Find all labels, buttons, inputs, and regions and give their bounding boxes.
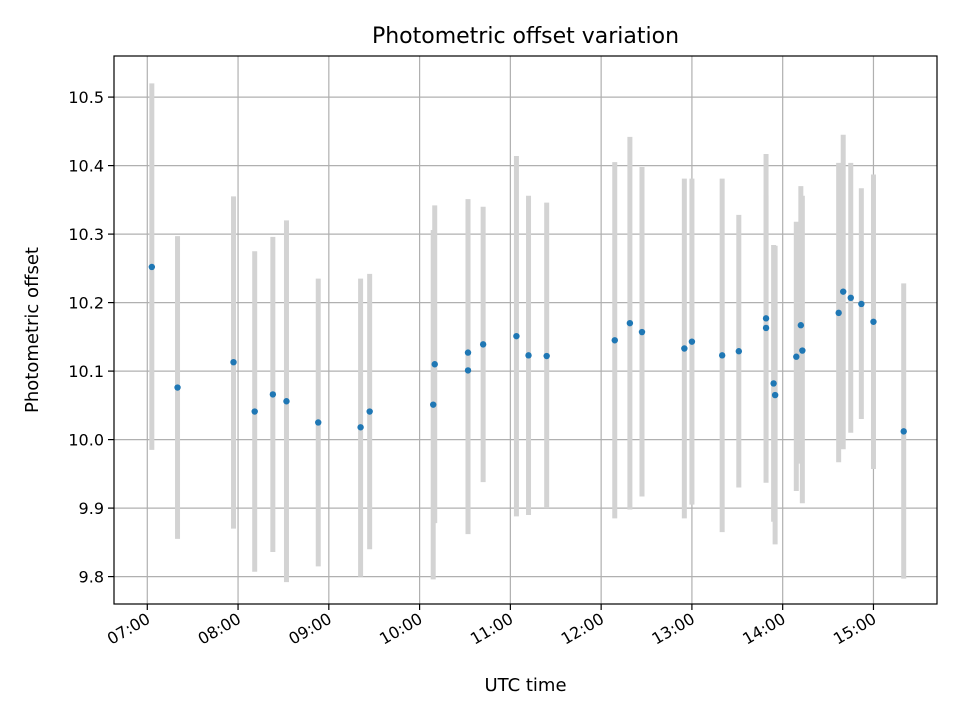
y-tick-label: 10.3 (68, 225, 104, 244)
data-point (430, 401, 437, 408)
data-point (847, 294, 854, 302)
data-point (464, 349, 472, 356)
y-tick-label: 10.4 (68, 157, 104, 176)
y-tick-label: 10.2 (68, 294, 104, 313)
data-point (771, 391, 779, 399)
y-axis-label: Photometric offset (22, 247, 43, 413)
data-point (174, 384, 181, 391)
data-point (762, 324, 770, 332)
data-point (431, 361, 438, 368)
data-point (793, 353, 800, 360)
data-point (283, 398, 290, 405)
data-points (148, 263, 907, 435)
y-tick-label: 10.5 (68, 88, 104, 107)
data-point (735, 348, 743, 355)
data-point (366, 408, 373, 415)
data-point (626, 319, 634, 327)
data-point (543, 352, 550, 360)
data-point (718, 352, 726, 359)
data-point (525, 352, 532, 359)
data-point (797, 322, 805, 329)
data-point (835, 309, 842, 317)
y-tick-label: 9.9 (79, 499, 104, 518)
data-point (315, 419, 322, 426)
data-point (269, 391, 277, 398)
data-point (638, 328, 646, 336)
grid (114, 56, 937, 604)
data-point (840, 288, 847, 295)
data-point (479, 341, 487, 348)
data-point (770, 380, 777, 387)
data-point (230, 358, 237, 366)
plot-frame (113, 55, 938, 605)
y-tick-label: 10.1 (68, 362, 104, 381)
data-point (148, 263, 156, 271)
data-point (681, 345, 688, 352)
data-point (900, 428, 907, 435)
x-axis-label: UTC time (484, 675, 566, 696)
data-point (251, 408, 258, 415)
data-point (870, 318, 877, 325)
data-point (799, 347, 806, 354)
y-tick-label: 10.0 (68, 431, 104, 450)
data-point (688, 338, 696, 345)
data-point (762, 315, 770, 322)
data-point (611, 337, 618, 344)
y-tick-label: 9.8 (79, 568, 104, 587)
data-point (513, 332, 520, 340)
data-point (357, 424, 364, 431)
chart-title: Photometric offset variation (372, 24, 679, 49)
data-point (858, 300, 865, 308)
data-point (464, 367, 472, 374)
